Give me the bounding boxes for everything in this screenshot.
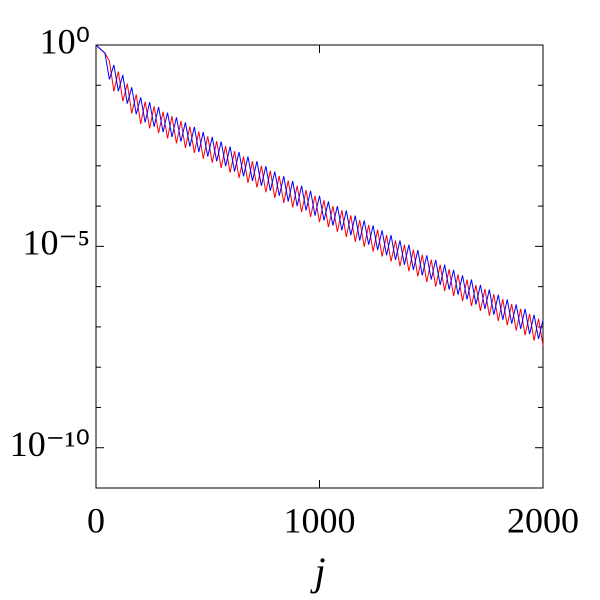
plot-frame	[95, 44, 544, 489]
x-tick-label: 2000	[507, 500, 579, 540]
series-line	[95, 44, 544, 346]
series-line	[95, 44, 544, 340]
x-tick-label: 1000	[284, 500, 356, 540]
x-axis-label: j	[309, 549, 325, 594]
x-tick-label: 0	[87, 500, 105, 540]
y-tick-label: 10⁻⁵	[22, 223, 90, 263]
y-tick-label: 10⁰	[40, 21, 90, 61]
y-tick-label: 10⁻¹⁰	[10, 424, 90, 464]
